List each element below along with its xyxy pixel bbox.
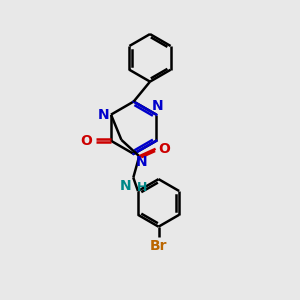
Text: N: N [120,179,132,193]
Text: O: O [159,142,170,156]
Text: H: H [137,181,147,194]
Text: N: N [98,108,109,122]
Text: O: O [81,134,93,148]
Text: N: N [136,155,148,169]
Text: N: N [152,99,163,113]
Text: Br: Br [150,239,167,253]
